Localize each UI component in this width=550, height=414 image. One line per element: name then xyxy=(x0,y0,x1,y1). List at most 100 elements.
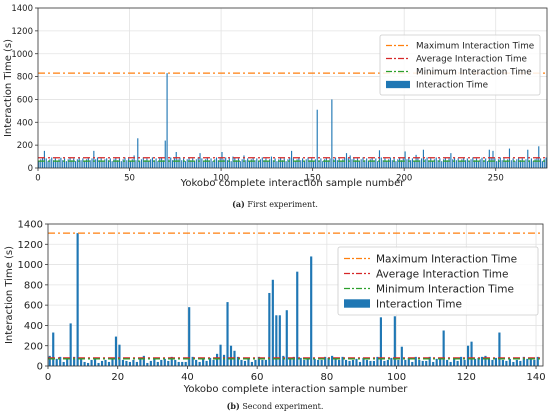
bar xyxy=(526,358,529,366)
x-tick-label: 100 xyxy=(387,372,406,383)
bar xyxy=(268,292,271,366)
bar xyxy=(389,157,392,168)
legend-label: Average Interaction Time xyxy=(416,55,527,65)
bar xyxy=(311,158,313,168)
bar-series xyxy=(38,73,547,168)
bar xyxy=(305,159,307,168)
bar xyxy=(230,161,232,168)
bar xyxy=(450,153,452,168)
bar xyxy=(402,158,404,168)
bar xyxy=(91,158,93,168)
bar xyxy=(257,356,260,366)
bar xyxy=(473,358,477,366)
bar xyxy=(342,159,344,168)
y-tick-label: 0 xyxy=(28,164,33,174)
plot-frame xyxy=(37,7,548,169)
bar xyxy=(52,332,55,366)
bar xyxy=(269,159,271,168)
bar xyxy=(139,357,142,366)
bar xyxy=(121,359,125,366)
bar xyxy=(294,161,296,168)
bar xyxy=(109,158,111,168)
bar xyxy=(104,359,107,366)
bar xyxy=(399,157,401,168)
bar xyxy=(135,160,137,168)
bar xyxy=(254,160,256,168)
bar xyxy=(164,140,166,168)
bar xyxy=(49,159,51,168)
y-tick-label: 1400 xyxy=(18,220,43,231)
bar xyxy=(501,359,504,366)
bar xyxy=(204,159,207,168)
bar xyxy=(62,160,64,168)
caption-text: First experiment. xyxy=(247,200,318,209)
bar xyxy=(181,160,183,168)
bar xyxy=(90,359,93,366)
bar xyxy=(285,310,288,366)
y-tick-label: 1200 xyxy=(11,27,33,37)
bar xyxy=(247,358,250,366)
bar xyxy=(439,158,441,168)
bar xyxy=(117,160,119,168)
bar xyxy=(406,159,408,168)
y-tick-label: 800 xyxy=(24,280,43,291)
bar xyxy=(168,159,170,168)
bar xyxy=(221,152,223,168)
x-tick-label: 80 xyxy=(321,372,334,383)
bar xyxy=(128,158,130,168)
bar xyxy=(243,360,247,366)
y-tick-label: 400 xyxy=(17,118,33,128)
bar xyxy=(437,160,439,168)
bar xyxy=(365,359,369,366)
bar xyxy=(377,161,379,168)
caption-label: (a) xyxy=(232,199,245,209)
bar xyxy=(265,158,267,168)
bar xyxy=(358,361,362,366)
bar xyxy=(312,161,315,168)
bar xyxy=(271,279,274,366)
bar xyxy=(497,159,500,168)
bar xyxy=(248,161,251,168)
bar xyxy=(148,161,150,168)
bar xyxy=(380,157,382,168)
bar xyxy=(87,362,90,366)
bar xyxy=(139,161,141,168)
bar xyxy=(250,361,254,366)
bar xyxy=(212,359,215,366)
bar xyxy=(477,357,480,366)
y-tick-label: 800 xyxy=(17,73,33,83)
legend-label: Minimum Interaction Time xyxy=(376,283,514,295)
bar xyxy=(245,160,247,168)
bar xyxy=(247,158,249,168)
legend-swatch xyxy=(344,299,370,308)
bar xyxy=(463,157,465,168)
bar xyxy=(69,323,72,366)
bar xyxy=(322,161,324,168)
bar xyxy=(155,158,157,168)
legend-box xyxy=(379,34,541,96)
bar xyxy=(291,150,293,168)
caption-text: Second experiment. xyxy=(242,402,324,411)
bar xyxy=(349,155,351,168)
bar xyxy=(163,358,166,366)
bar xyxy=(516,159,518,168)
y-axis-label: Interaction Time (s) xyxy=(4,246,15,344)
bar xyxy=(414,356,417,366)
bar xyxy=(433,159,435,168)
bar xyxy=(494,158,496,168)
bar xyxy=(184,161,186,168)
bar xyxy=(167,360,170,366)
bar xyxy=(198,361,201,366)
bar xyxy=(441,161,443,168)
x-tick-label: 100 xyxy=(213,174,229,184)
bar xyxy=(111,161,113,168)
bar xyxy=(267,161,269,168)
bar xyxy=(424,159,426,168)
bar xyxy=(391,160,393,168)
bar xyxy=(483,160,485,168)
bar xyxy=(331,99,333,168)
panel-first-experiment: 0 200 400 600 800 1000 1200 1400 0 50 100 150 200 250… xyxy=(3,4,548,209)
x-tick-label: 120 xyxy=(457,372,476,383)
panel-second-experiment: 0 200 400 600 800 1000 1200 1400 0 20 40 60 80 100 120… xyxy=(0,216,550,414)
legend: Maximum Interaction Time Average Interact… xyxy=(379,34,541,96)
